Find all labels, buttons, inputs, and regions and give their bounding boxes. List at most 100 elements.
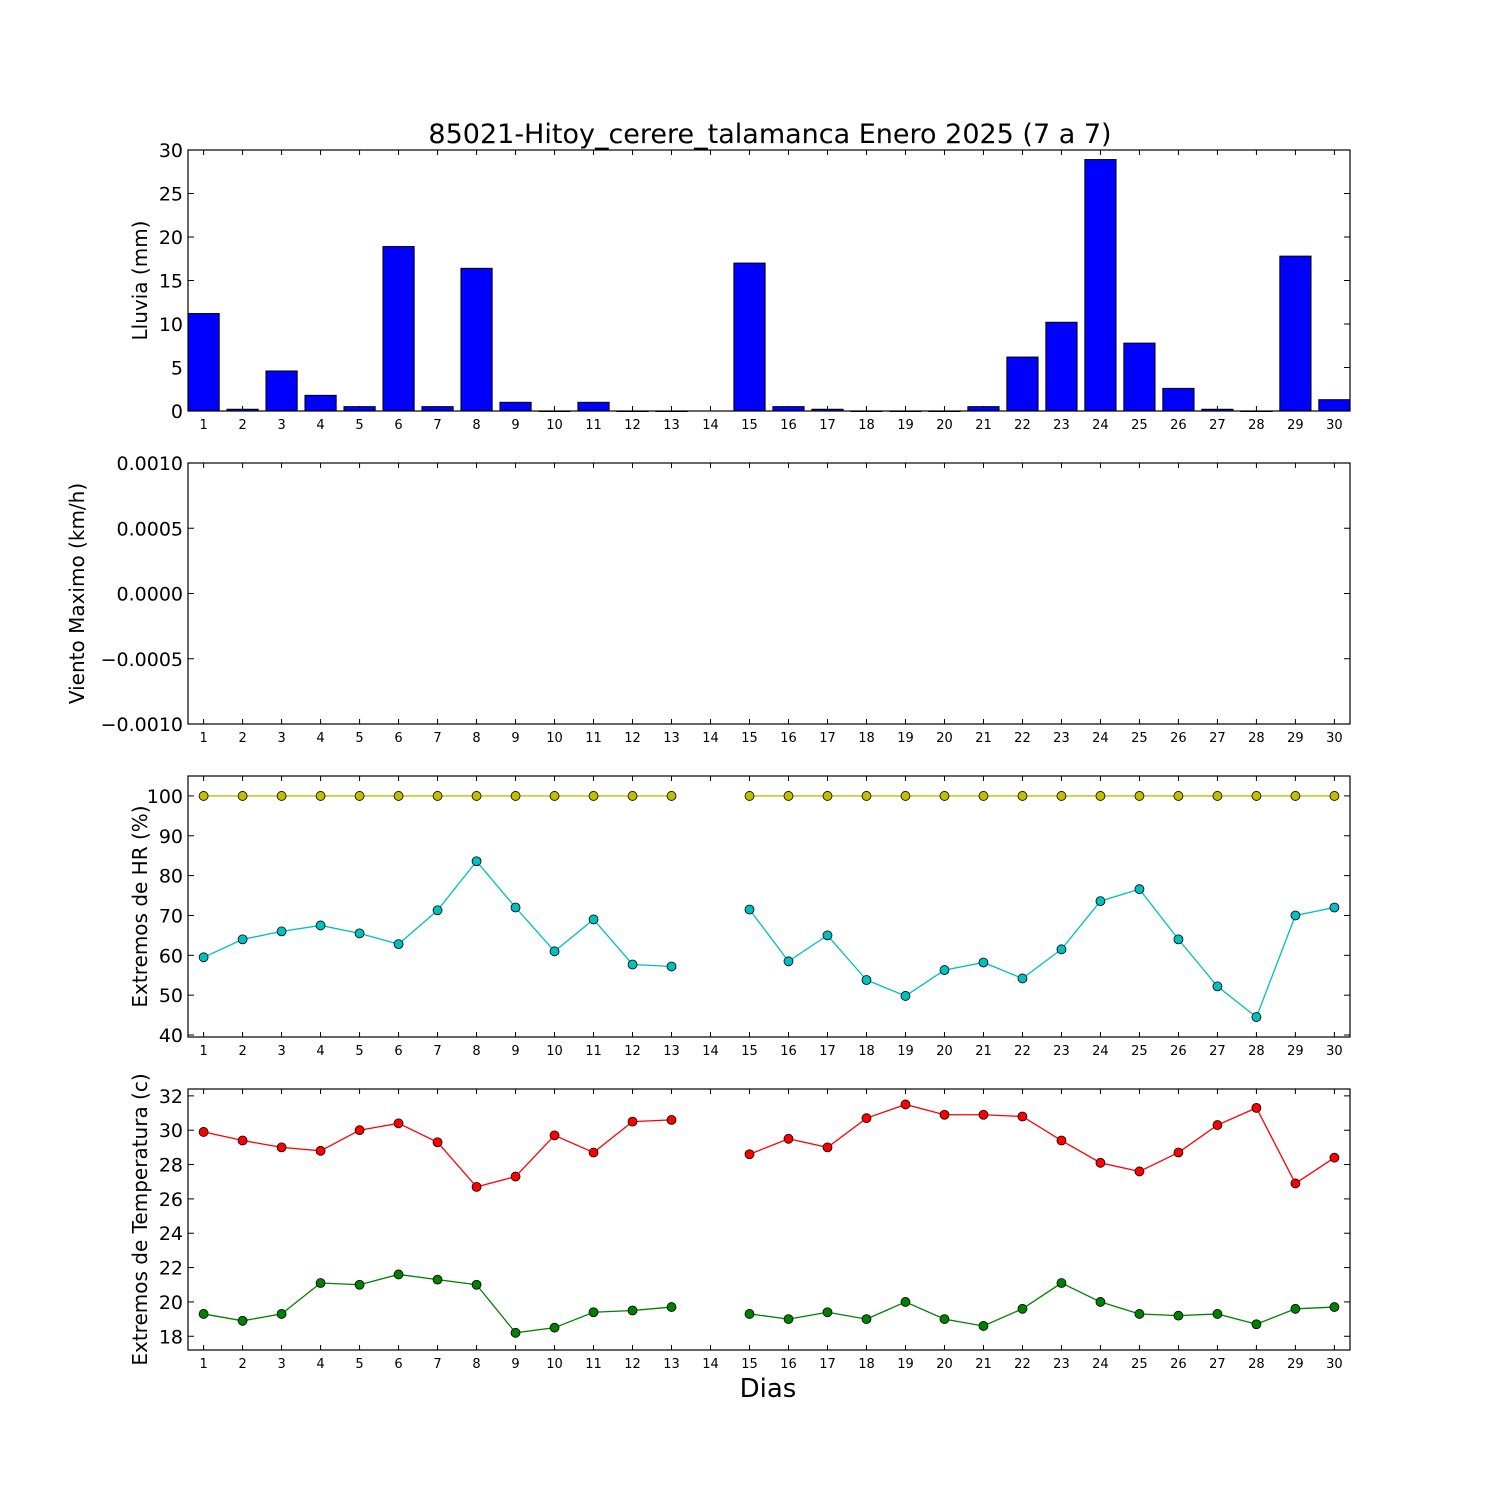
data-point (1251, 791, 1262, 801)
x-tick-label: 7 (433, 1044, 441, 1059)
x-tick-label: 29 (1287, 731, 1304, 746)
x-tick-label: 25 (1131, 1357, 1148, 1372)
figure-title: 85021-Hitoy_cerere_talamanca Enero 2025 … (428, 119, 1111, 150)
y-tick-label: 32 (159, 1086, 183, 1108)
x-tick-label: 29 (1287, 418, 1304, 433)
x-tick-label: 1 (199, 1044, 207, 1059)
data-point (861, 1113, 872, 1124)
y-axis-label: Lluvia (mm) (128, 221, 152, 341)
data-point (354, 1279, 365, 1290)
x-tick-label: 23 (1053, 731, 1070, 746)
x-tick-label: 9 (511, 1044, 519, 1059)
y-tick-label: −0.0010 (101, 714, 183, 736)
y-tick-label: 10 (159, 314, 183, 336)
rain-bar (1318, 399, 1351, 412)
data-point (861, 975, 872, 985)
data-point (588, 1307, 599, 1318)
x-tick-label: 28 (1248, 1044, 1265, 1059)
x-tick-label: 20 (936, 1044, 953, 1059)
x-tick-label: 4 (316, 731, 324, 746)
x-tick-label: 12 (624, 1357, 641, 1372)
y-tick-label: 24 (159, 1223, 183, 1245)
y-tick-label: 18 (159, 1326, 183, 1348)
data-point (1134, 1309, 1145, 1319)
rain-bar (1084, 159, 1117, 412)
x-tick-label: 23 (1053, 418, 1070, 433)
x-tick-label: 22 (1014, 731, 1031, 746)
data-point (276, 791, 287, 801)
data-point (1017, 1111, 1028, 1122)
x-tick-label: 15 (741, 1044, 758, 1059)
data-point (315, 1278, 326, 1288)
data-point (588, 791, 599, 801)
x-tick-label: 24 (1092, 1357, 1109, 1372)
x-tick-label: 11 (585, 418, 602, 433)
x-tick-label: 10 (546, 418, 563, 433)
data-point (1290, 910, 1301, 921)
data-point (354, 791, 365, 801)
data-point (744, 904, 755, 915)
x-tick-label: 21 (975, 1357, 992, 1372)
x-tick-label: 5 (355, 418, 363, 433)
data-point (627, 1305, 638, 1316)
data-point (1290, 1178, 1301, 1189)
data-point (666, 1302, 677, 1312)
data-point (510, 1327, 521, 1338)
x-tick-label: 16 (780, 418, 797, 433)
data-point (1329, 1152, 1340, 1163)
data-point (783, 956, 794, 967)
rain-bar (304, 394, 337, 412)
x-tick-label: 23 (1053, 1357, 1070, 1372)
x-tick-label: 12 (624, 731, 641, 746)
x-tick-label: 1 (199, 418, 207, 433)
data-point (1251, 1319, 1262, 1330)
data-point (1290, 791, 1301, 801)
data-point (315, 1145, 326, 1156)
x-tick-label: 15 (741, 731, 758, 746)
x-tick-label: 13 (663, 731, 680, 746)
x-tick-label: 15 (741, 418, 758, 433)
data-point (1290, 1303, 1301, 1314)
x-tick-label: 5 (355, 731, 363, 746)
x-tick-label: 9 (511, 418, 519, 433)
x-tick-label: 21 (975, 1044, 992, 1059)
data-point (198, 791, 209, 801)
data-point (900, 991, 911, 1001)
data-point (1212, 981, 1223, 992)
x-tick-label: 15 (741, 1357, 758, 1372)
y-axis-label: Extremos de HR (%) (128, 805, 152, 1007)
x-tick-label: 12 (624, 418, 641, 433)
x-tick-label: 2 (238, 1044, 246, 1059)
rain-bar (1279, 255, 1312, 412)
x-tick-label: 3 (277, 1357, 285, 1372)
data-point (861, 791, 872, 801)
x-tick-label: 22 (1014, 1357, 1031, 1372)
x-tick-label: 27 (1209, 731, 1226, 746)
data-point (549, 791, 560, 801)
data-point (471, 856, 482, 867)
data-point (471, 1279, 482, 1290)
y-tick-label: 22 (159, 1258, 183, 1280)
data-point (978, 1321, 989, 1331)
y-tick-label: 26 (159, 1189, 183, 1211)
data-point (939, 1109, 950, 1120)
axes-frame (187, 775, 1351, 1038)
x-tick-label: 18 (858, 418, 875, 433)
y-tick-label: 40 (159, 1025, 183, 1047)
x-tick-label: 14 (702, 418, 719, 433)
data-point (315, 791, 326, 801)
data-point (237, 1135, 248, 1146)
data-point (666, 1115, 677, 1125)
rain-bar (187, 313, 220, 412)
rain-bar (1162, 387, 1195, 412)
y-tick-label: 20 (159, 1292, 183, 1314)
data-point (276, 1309, 287, 1319)
y-tick-label: 60 (159, 945, 183, 967)
data-point (393, 939, 404, 950)
data-point (1212, 1309, 1223, 1319)
x-tick-label: 30 (1326, 731, 1343, 746)
x-tick-label: 30 (1326, 418, 1343, 433)
data-point (783, 1314, 794, 1324)
